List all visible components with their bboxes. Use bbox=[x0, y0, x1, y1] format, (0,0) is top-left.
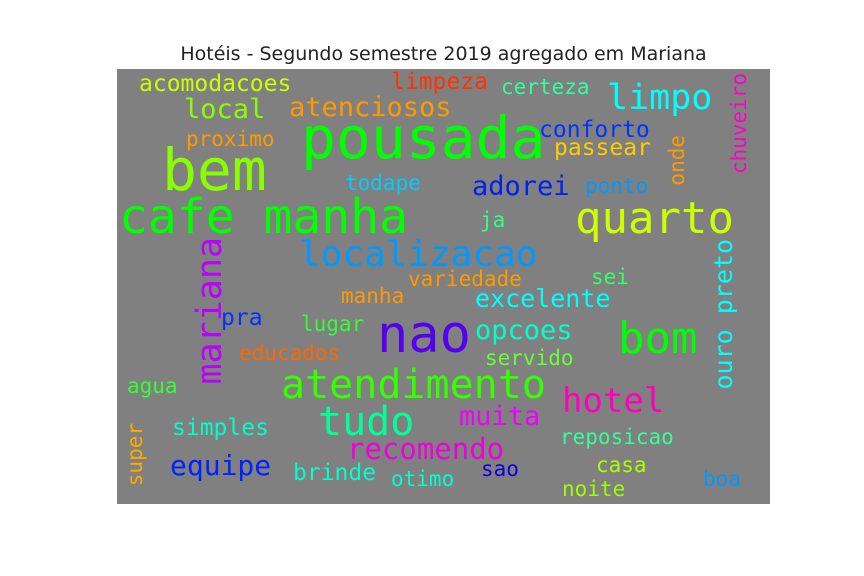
word-bom: bom bbox=[618, 313, 698, 364]
word-bem: bem bbox=[162, 136, 267, 204]
word-ponto: ponto bbox=[585, 174, 649, 198]
word-certeza: certeza bbox=[501, 75, 590, 99]
word-adorei: adorei bbox=[472, 171, 570, 202]
word-excelente: excelente bbox=[475, 284, 611, 313]
word-boa: boa bbox=[703, 467, 741, 491]
word-hotel: hotel bbox=[562, 381, 665, 421]
word-cafe-manha: cafe manha bbox=[119, 189, 408, 245]
word-equipe: equipe bbox=[170, 449, 272, 482]
word-localizacao: localizacao bbox=[299, 234, 538, 275]
word-agua: agua bbox=[127, 374, 178, 398]
word-local: local bbox=[184, 94, 266, 125]
word-sao: sao bbox=[481, 457, 519, 481]
word-acomodacoes: acomodacoes bbox=[139, 71, 292, 97]
chart-title: Hotéis - Segundo semestre 2019 agregado … bbox=[180, 43, 707, 65]
word-proximo: proximo bbox=[186, 127, 275, 151]
word-brinde: brinde bbox=[293, 460, 377, 486]
word-muita: muita bbox=[459, 401, 541, 432]
word-casa: casa bbox=[596, 453, 647, 477]
word-quarto: quarto bbox=[575, 193, 734, 244]
word-pra: pra bbox=[221, 305, 263, 331]
word-variedade: variedade bbox=[408, 267, 522, 291]
word-noite: noite bbox=[562, 477, 626, 501]
word-conforto: conforto bbox=[539, 117, 650, 143]
word-super: super bbox=[123, 423, 147, 487]
word-manha: manha bbox=[341, 284, 405, 308]
word-atendimento: atendimento bbox=[281, 362, 546, 408]
word-simples: simples bbox=[172, 415, 269, 441]
word-opcoes: opcoes bbox=[475, 315, 573, 346]
word-ja: ja bbox=[480, 208, 506, 232]
word-recomendo: recomendo bbox=[347, 432, 505, 466]
word-educados: educados bbox=[239, 341, 341, 365]
word-ouro-preto: ouro preto bbox=[709, 239, 738, 390]
word-todape: todape bbox=[345, 171, 421, 195]
word-otimo: otimo bbox=[391, 467, 455, 491]
word-limpeza: limpeza bbox=[391, 69, 488, 95]
word-limpo: limpo bbox=[607, 78, 713, 118]
word-onde: onde bbox=[665, 135, 689, 186]
word-reposicao: reposicao bbox=[560, 425, 674, 449]
wordcloud-panel: acomodacoes limpeza certeza local atenciosos… bbox=[117, 69, 770, 504]
word-passear: passear bbox=[554, 135, 651, 161]
word-servido: servido bbox=[485, 346, 574, 370]
word-atenciosos: atenciosos bbox=[289, 92, 452, 123]
word-tudo: tudo bbox=[318, 399, 415, 445]
word-chuveiro: chuveiro bbox=[727, 73, 751, 175]
word-lugar: lugar bbox=[301, 312, 365, 336]
word-nao: nao bbox=[377, 305, 471, 365]
word-pousada: pousada bbox=[301, 104, 546, 172]
word-sei: sei bbox=[591, 265, 629, 289]
